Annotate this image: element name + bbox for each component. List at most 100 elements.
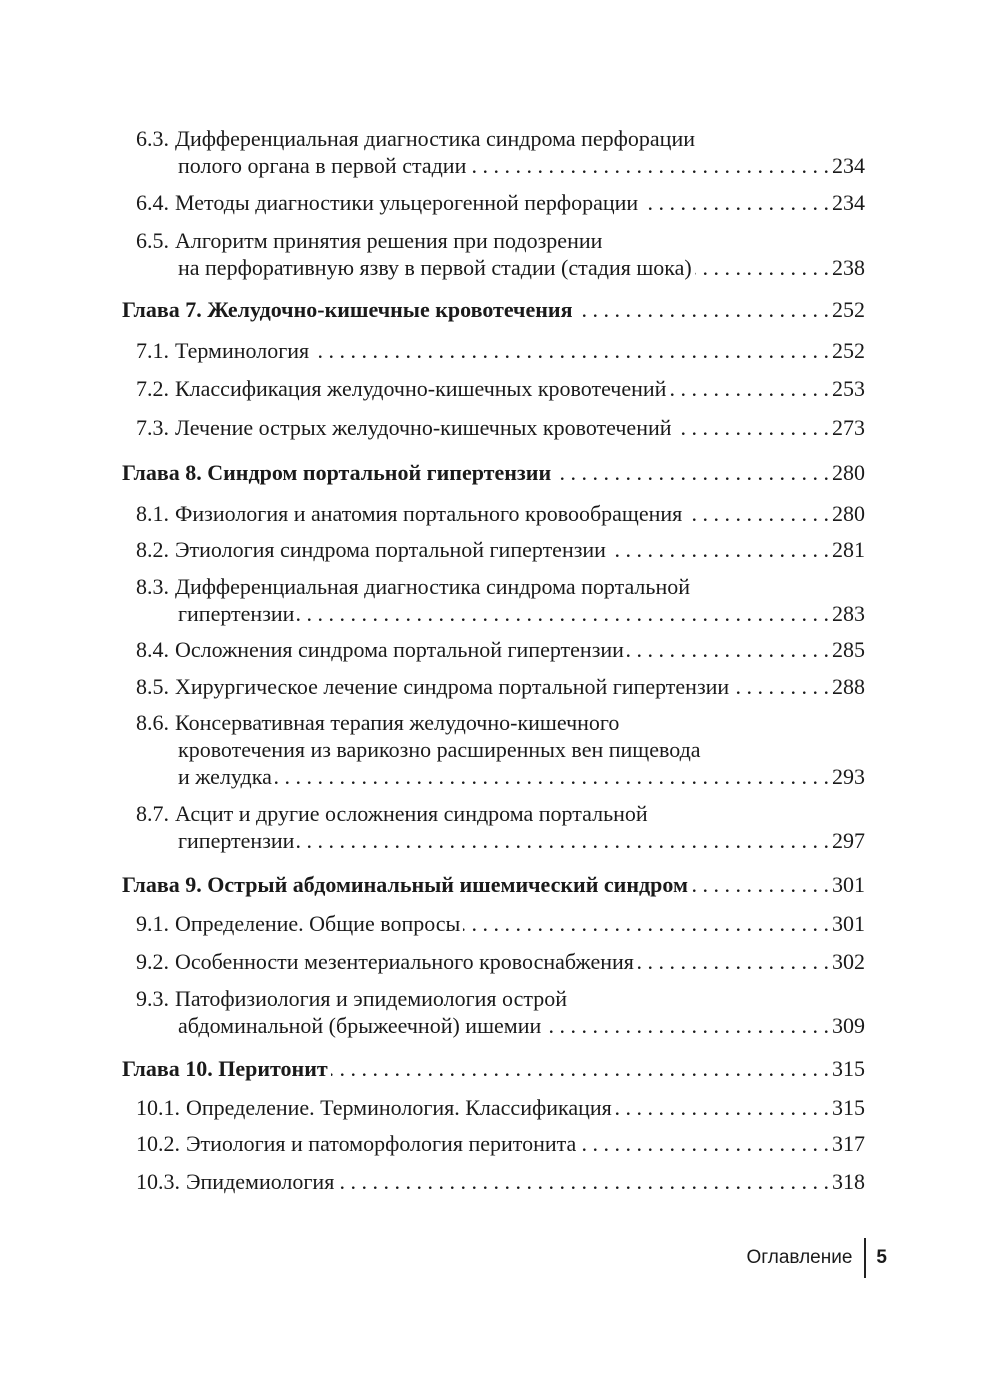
dot-leader xyxy=(297,827,829,854)
section-title: абдоминальной (брыжеечной) ишемии xyxy=(178,1013,542,1038)
section-title: Определение. Терминология. Классификация xyxy=(186,1095,612,1120)
toc-line: 7.2. Классификация желудочно-кишечных кро… xyxy=(136,375,865,402)
toc-section-entry[interactable]: 7.1.Терминология 252 xyxy=(136,337,865,364)
section-number: 6.3. xyxy=(136,126,169,151)
page-footer: Оглавление 5 xyxy=(0,1238,887,1278)
page-ref: 297 xyxy=(832,828,865,853)
dot-leader xyxy=(627,636,829,663)
toc-section-entry[interactable]: 7.3. Лечение острых желудочно-кишечных кр… xyxy=(136,414,865,441)
toc-line: 10.1. Определение. Терминология. Классифи… xyxy=(136,1094,865,1121)
page-ref: 315 xyxy=(832,1056,865,1081)
section-title: полого органа в первой стадии xyxy=(178,153,467,178)
section-number: 8.4. xyxy=(136,637,169,662)
toc-section-entry[interactable]: 8.5. Хирургическое лечение синдрома порта… xyxy=(136,673,865,700)
toc-section-entry[interactable]: 8.6. Консервативная терапия желудочно-киш… xyxy=(136,709,865,790)
page-ref: 301 xyxy=(832,872,865,897)
toc-section-entry[interactable]: 10.2. Этиология и патоморфология перитони… xyxy=(136,1130,865,1157)
toc-section-entry[interactable]: 10.1. Определение. Терминология. Классифи… xyxy=(136,1094,865,1121)
toc-section-entry[interactable]: 8.3. Дифференциальная диагностика синдром… xyxy=(136,573,865,627)
section-title: Консервативная терапия желудочно-кишечно… xyxy=(175,710,620,735)
toc-section-entry[interactable]: 9.2. Особенности мезентериального кровосн… xyxy=(136,948,865,975)
section-number: 10.2. xyxy=(136,1131,180,1156)
section-number: 8.1. xyxy=(136,501,169,526)
dot-leader xyxy=(685,500,829,527)
dot-leader xyxy=(297,600,829,627)
toc-chapter-entry[interactable]: Глава 8. Синдром портальной гипертензии 2… xyxy=(122,459,865,486)
toc-line: Глава 9. Острый абдоминальный ишемически… xyxy=(122,871,865,898)
page-ref: 252 xyxy=(832,338,865,363)
page-ref: 315 xyxy=(832,1095,865,1120)
toc-line: и желудка 293 xyxy=(136,763,865,790)
dot-leader xyxy=(331,1055,829,1082)
toc-section-entry[interactable]: 9.3. Патофизиология и эпидемиология остро… xyxy=(136,985,865,1039)
toc-chapter-entry[interactable]: Глава 10. Перитонит 315 xyxy=(122,1055,865,1082)
toc-section-entry[interactable]: 6.5. Алгоритм принятия решения при подозр… xyxy=(136,227,865,281)
toc-section-entry[interactable]: 6.3. Дифференциальная диагностика синдром… xyxy=(136,125,865,179)
toc-section-entry[interactable]: 9.1.Определение. Общие вопросы 301 xyxy=(136,910,865,937)
toc-line: гипертензии 283 xyxy=(136,600,865,627)
dot-leader xyxy=(615,1094,829,1121)
section-number: 10.3. xyxy=(136,1169,180,1194)
section-title: Дифференциальная диагностика синдрома пе… xyxy=(175,126,695,151)
section-number: 8.3. xyxy=(136,574,169,599)
toc-section-entry[interactable]: 6.4. Методы диагностики ульцерогенной пер… xyxy=(136,189,865,216)
toc-line: 9.3. Патофизиология и эпидемиология остро… xyxy=(136,985,865,1012)
section-number: 7.3. xyxy=(136,415,169,440)
dot-leader xyxy=(469,152,829,179)
chapter-title: Глава 8. Синдром портальной гипертензии xyxy=(122,460,552,485)
dot-leader xyxy=(554,459,829,486)
toc-section-entry[interactable]: 8.2. Этиология синдрома портальной гиперт… xyxy=(136,536,865,563)
toc-chapter-entry[interactable]: Глава 9. Острый абдоминальный ишемически… xyxy=(122,871,865,898)
dot-leader xyxy=(312,337,829,364)
section-number: 7.2. xyxy=(136,376,169,401)
toc-section-entry[interactable]: 8.1. Физиология и анатомия портального кр… xyxy=(136,500,865,527)
section-title: Осложнения синдрома портальной гипертенз… xyxy=(175,637,624,662)
toc-line: гипертензии 297 xyxy=(136,827,865,854)
dot-leader xyxy=(641,189,829,216)
page-ref: 280 xyxy=(832,501,865,526)
toc-line: абдоминальной (брыжеечной) ишемии 309 xyxy=(136,1012,865,1039)
chapter-title: Глава 7. Желудочно-кишечные кровотечения xyxy=(122,297,573,322)
section-number: 9.3. xyxy=(136,986,169,1011)
page-ref: 301 xyxy=(832,911,865,936)
section-title: Определение. Общие вопросы xyxy=(175,911,461,936)
section-title: Физиология и анатомия портального кровоо… xyxy=(175,501,683,526)
toc-line: 6.4. Методы диагностики ульцерогенной пер… xyxy=(136,189,865,216)
toc-section-entry[interactable]: 8.4. Осложнения синдрома портальной гипер… xyxy=(136,636,865,663)
section-number: 10.1. xyxy=(136,1095,180,1120)
section-number: 6.5. xyxy=(136,228,169,253)
section-number: 9.1. xyxy=(136,911,169,936)
toc-section-entry[interactable]: 7.2. Классификация желудочно-кишечных кро… xyxy=(136,375,865,402)
page-ref: 252 xyxy=(832,297,865,322)
toc-line: 8.4. Осложнения синдрома портальной гипер… xyxy=(136,636,865,663)
toc-section-entry[interactable]: 8.7. Асцит и другие осложнения синдрома п… xyxy=(136,800,865,854)
page-ref: 288 xyxy=(832,674,865,699)
section-number: 7.1. xyxy=(136,338,169,363)
dot-leader xyxy=(695,254,829,281)
toc-line: 9.1.Определение. Общие вопросы 301 xyxy=(136,910,865,937)
dot-leader xyxy=(691,871,829,898)
toc-chapter-entry[interactable]: Глава 7. Желудочно-кишечные кровотечения… xyxy=(122,296,865,323)
section-title: Методы диагностики ульцерогенной перфора… xyxy=(175,190,639,215)
section-title: Дифференциальная диагностика синдрома по… xyxy=(175,574,690,599)
dot-leader xyxy=(732,673,829,700)
section-title: Лечение острых желудочно-кишечных кровот… xyxy=(175,415,672,440)
section-title: гипертензии xyxy=(178,828,295,853)
section-title: Асцит и другие осложнения синдрома порта… xyxy=(175,801,648,826)
toc-line: Глава 10. Перитонит 315 xyxy=(122,1055,865,1082)
toc-line: 10.3.Эпидемиология 318 xyxy=(136,1168,865,1195)
page-ref: 285 xyxy=(832,637,865,662)
toc-line: 9.2. Особенности мезентериального кровосн… xyxy=(136,948,865,975)
dot-leader xyxy=(609,536,829,563)
section-number: 8.5. xyxy=(136,674,169,699)
toc-line: 7.1.Терминология 252 xyxy=(136,337,865,364)
toc-section-entry[interactable]: 10.3.Эпидемиология 318 xyxy=(136,1168,865,1195)
toc-line: 7.3. Лечение острых желудочно-кишечных кр… xyxy=(136,414,865,441)
chapter-title: Глава 9. Острый абдоминальный ишемически… xyxy=(122,872,688,897)
page-ref: 280 xyxy=(832,460,865,485)
section-title: Терминология xyxy=(175,338,310,363)
toc-line: на перфоративную язву в первой стадии (с… xyxy=(136,254,865,281)
dot-leader xyxy=(544,1012,829,1039)
dot-leader xyxy=(337,1168,829,1195)
toc-line: 8.1. Физиология и анатомия портального кр… xyxy=(136,500,865,527)
